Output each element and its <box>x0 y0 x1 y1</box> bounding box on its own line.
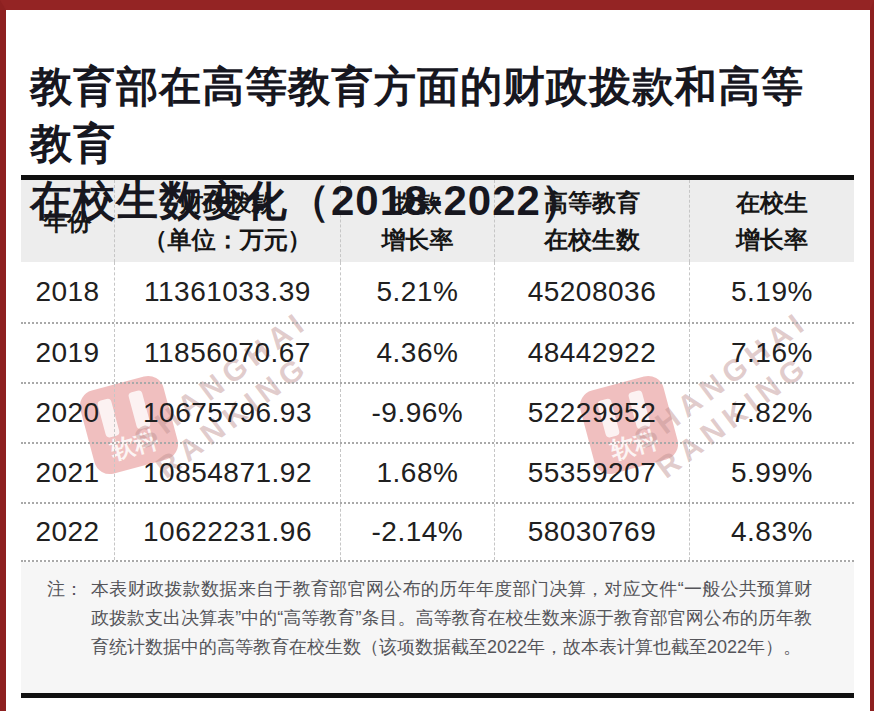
cell-students: 45208036 <box>495 262 690 322</box>
cell-allocation: 11856070.67 <box>115 324 341 382</box>
table-row: 2019 11856070.67 4.36% 48442922 7.16% <box>21 322 854 382</box>
infographic-frame: { "title": { "line1": "教育部在高等教育方面的财政拨款和高… <box>0 0 874 711</box>
cell-student-growth: 5.99% <box>690 444 854 502</box>
cell-allocation-growth: 1.68% <box>341 444 495 502</box>
cell-year: 2020 <box>21 384 115 442</box>
cell-allocation: 10622231.96 <box>115 504 341 560</box>
data-table: 年份 财政拨款 （单位：万元） 拨款 增长率 高等教育 在校生数 在校生 增长率… <box>21 175 854 562</box>
footnote: 注： 本表财政拨款数据来自于教育部官网公布的历年年度部门决算，对应文件“一般公共… <box>21 562 854 698</box>
cell-allocation-growth: -9.96% <box>341 384 495 442</box>
cell-allocation-growth: 4.36% <box>341 324 495 382</box>
footnote-text: 本表财政拨款数据来自于教育部官网公布的历年年度部门决算，对应文件“一般公共预算财… <box>91 575 812 693</box>
cell-allocation: 11361033.39 <box>115 262 341 322</box>
page-title-line1: 教育部在高等教育方面的财政拨款和高等教育 <box>30 58 840 172</box>
cell-year: 2018 <box>21 262 115 322</box>
cell-students: 55359207 <box>495 444 690 502</box>
cell-allocation: 10675796.93 <box>115 384 341 442</box>
cell-student-growth: 5.19% <box>690 262 854 322</box>
cell-year: 2019 <box>21 324 115 382</box>
cell-student-growth: 7.82% <box>690 384 854 442</box>
page-title-line2: 在校生数变化（2018-2022） <box>30 172 840 229</box>
cell-allocation-growth: -2.14% <box>341 504 495 560</box>
cell-allocation: 10854871.92 <box>115 444 341 502</box>
cell-students: 58030769 <box>495 504 690 560</box>
table-row: 2020 10675796.93 -9.96% 52229952 7.82% <box>21 382 854 442</box>
cell-year: 2022 <box>21 504 115 560</box>
page-title: 教育部在高等教育方面的财政拨款和高等教育 在校生数变化（2018-2022） <box>30 58 840 229</box>
footnote-label: 注： <box>47 575 91 693</box>
table-row: 2022 10622231.96 -2.14% 58030769 4.83% <box>21 502 854 562</box>
cell-student-growth: 4.83% <box>690 504 854 560</box>
table-row: 2021 10854871.92 1.68% 55359207 5.99% <box>21 442 854 502</box>
cell-student-growth: 7.16% <box>690 324 854 382</box>
table-row: 2018 11361033.39 5.21% 45208036 5.19% <box>21 262 854 322</box>
cell-year: 2021 <box>21 444 115 502</box>
cell-students: 52229952 <box>495 384 690 442</box>
cell-allocation-growth: 5.21% <box>341 262 495 322</box>
cell-students: 48442922 <box>495 324 690 382</box>
